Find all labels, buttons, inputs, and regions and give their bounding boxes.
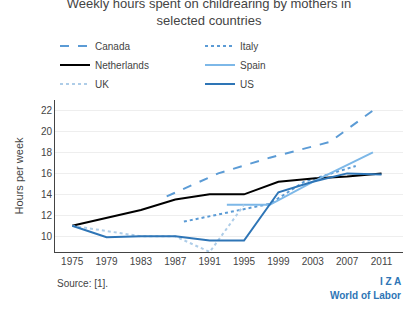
svg-text:Weekly hours spent on childrea: Weekly hours spent on childrearing by mo… bbox=[67, 0, 351, 28]
svg-text:1987: 1987 bbox=[164, 256, 187, 267]
svg-text:22: 22 bbox=[41, 105, 53, 116]
svg-text:1975: 1975 bbox=[61, 256, 84, 267]
svg-text:2003: 2003 bbox=[302, 256, 325, 267]
svg-text:Italy: Italy bbox=[240, 41, 258, 52]
svg-text:1999: 1999 bbox=[267, 256, 290, 267]
svg-text:18: 18 bbox=[41, 147, 53, 158]
svg-text:12: 12 bbox=[41, 210, 53, 221]
svg-text:US: US bbox=[240, 79, 254, 90]
svg-text:1979: 1979 bbox=[95, 256, 118, 267]
svg-text:10: 10 bbox=[41, 231, 53, 242]
svg-text:2007: 2007 bbox=[336, 256, 359, 267]
svg-text:UK: UK bbox=[95, 79, 109, 90]
svg-text:I Z A: I Z A bbox=[380, 276, 401, 287]
svg-text:1995: 1995 bbox=[233, 256, 256, 267]
svg-text:Spain: Spain bbox=[240, 60, 266, 71]
svg-text:Canada: Canada bbox=[95, 41, 130, 52]
svg-text:World of Labor: World of Labor bbox=[330, 290, 401, 301]
svg-text:20: 20 bbox=[41, 126, 53, 137]
svg-text:1991: 1991 bbox=[199, 256, 222, 267]
svg-text:1983: 1983 bbox=[130, 256, 153, 267]
svg-text:2011: 2011 bbox=[371, 256, 393, 267]
svg-text:Netherlands: Netherlands bbox=[95, 60, 149, 71]
svg-text:Source: [1].: Source: [1]. bbox=[57, 278, 108, 289]
svg-text:Hours per week: Hours per week bbox=[13, 137, 25, 215]
svg-text:16: 16 bbox=[41, 168, 53, 179]
svg-text:14: 14 bbox=[41, 189, 53, 200]
